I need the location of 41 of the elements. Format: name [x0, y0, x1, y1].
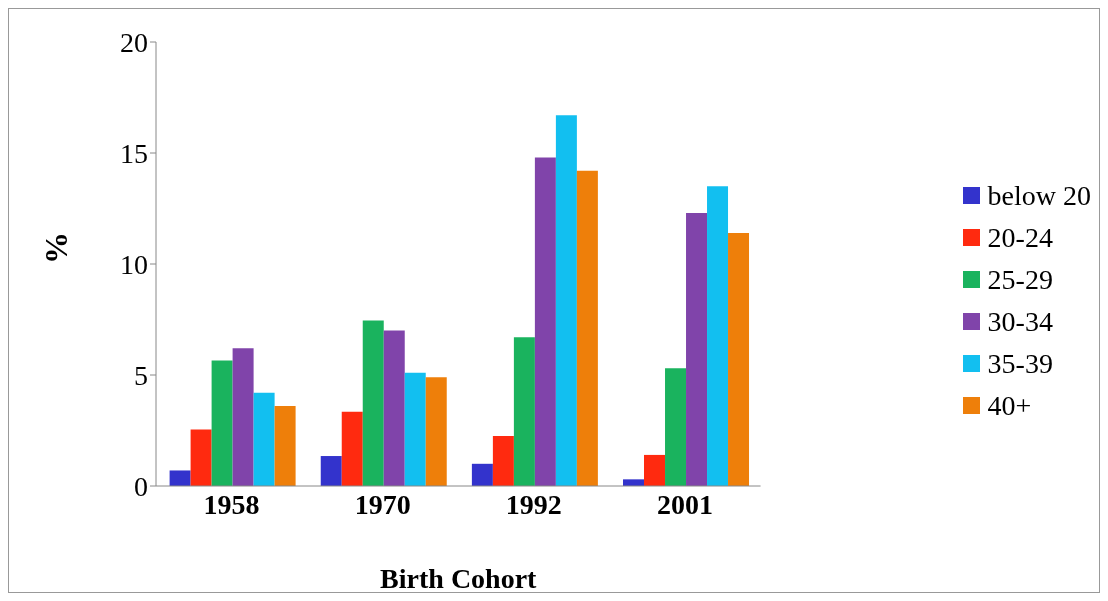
x-tick-label: 2001	[656, 488, 713, 520]
legend-label: 25-29	[987, 263, 1053, 296]
bar	[576, 170, 598, 486]
y-axis-title: %	[38, 232, 75, 264]
bar	[425, 377, 447, 486]
y-tick-label: 0	[134, 470, 148, 502]
bar	[665, 368, 687, 486]
x-tick-label: 1970	[354, 488, 411, 520]
bar	[404, 372, 426, 486]
bar	[534, 157, 556, 486]
legend-label: 30-34	[987, 305, 1053, 338]
y-tick-label: 5	[134, 359, 148, 391]
y-tick-label: 10	[120, 248, 148, 280]
bar	[362, 320, 384, 486]
y-tick-label: 15	[120, 137, 148, 169]
bar	[211, 360, 233, 486]
bar	[274, 406, 296, 486]
legend-label: below 20	[987, 179, 1091, 212]
x-axis-title: Birth Cohort	[380, 563, 538, 594]
legend-label: 40+	[987, 389, 1032, 422]
legend-label: 35-39	[987, 347, 1053, 380]
bar	[341, 411, 363, 486]
bar	[623, 479, 645, 486]
bar	[320, 456, 342, 486]
bar	[492, 436, 514, 486]
bar	[383, 330, 405, 486]
bar	[728, 232, 750, 486]
x-tick-label: 1992	[505, 488, 562, 520]
bar	[686, 212, 708, 486]
y-tick-label: 20	[120, 26, 148, 58]
bar	[190, 429, 212, 486]
bar	[555, 115, 577, 486]
bar	[707, 186, 729, 486]
x-tick-label: 1958	[203, 488, 260, 520]
bar	[644, 454, 666, 486]
bar	[253, 392, 275, 486]
bar	[169, 470, 191, 486]
bar	[232, 348, 254, 486]
bar	[513, 337, 535, 486]
bar	[471, 463, 493, 486]
legend-label: 20-24	[987, 221, 1053, 254]
